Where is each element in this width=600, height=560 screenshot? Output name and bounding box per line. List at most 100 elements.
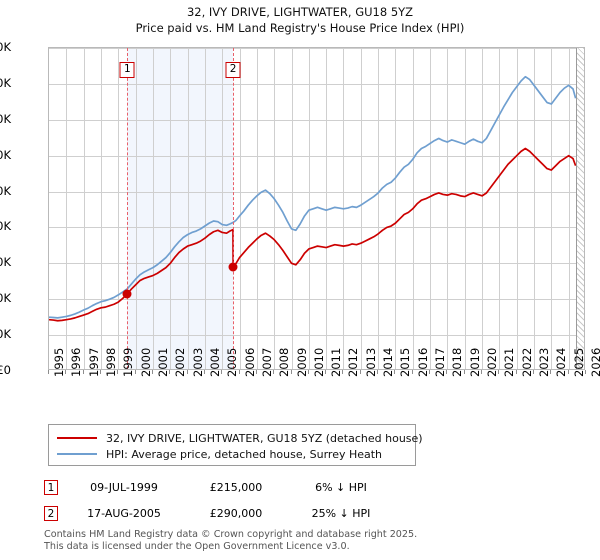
- x-axis-tick: [82, 370, 84, 374]
- footer-line-2: This data is licensed under the Open Gov…: [44, 540, 350, 552]
- legend-item-hpi: HPI: Average price, detached house, Surr…: [57, 446, 407, 462]
- table-row: 2 17-AUG-2005 £290,000 25% ↓ HPI: [44, 500, 464, 526]
- x-axis-tick: [290, 370, 292, 374]
- y-axis-tick-label: £400K: [0, 219, 11, 234]
- transaction-index-badge: 2: [44, 505, 58, 521]
- x-axis-tick-label: 2013: [363, 347, 378, 377]
- gridline-vertical: [308, 48, 310, 369]
- page-title: 32, IVY DRIVE, LIGHTWATER, GU18 5YZ: [186, 5, 414, 19]
- x-axis-tick: [48, 370, 49, 374]
- legend-label-property: 32, IVY DRIVE, LIGHTWATER, GU18 5YZ (det…: [106, 431, 423, 445]
- gridline-vertical: [534, 48, 536, 369]
- sale-event-badge[interactable]: 2: [225, 62, 241, 79]
- transaction-price: £215,000: [209, 480, 263, 494]
- x-axis-tick: [325, 370, 327, 374]
- transactions-table: 1 09-JUL-1999 £215,000 6% ↓ HPI 2 17-AUG…: [44, 474, 464, 526]
- transaction-hpi-delta: 6% ↓ HPI: [315, 480, 367, 494]
- gridline-vertical: [395, 48, 397, 369]
- gridline-vertical: [360, 48, 362, 369]
- chart-legend: 32, IVY DRIVE, LIGHTWATER, GU18 5YZ (det…: [48, 424, 423, 466]
- x-axis-tick: [255, 370, 257, 374]
- gridline-horizontal: [49, 335, 584, 337]
- gridline-vertical: [568, 48, 570, 369]
- gridline-vertical: [326, 48, 328, 369]
- gridline-vertical: [187, 48, 189, 369]
- x-axis-tick: [134, 370, 136, 374]
- x-axis-tick-label: 2003: [190, 347, 205, 377]
- sale-period-band: [127, 48, 234, 369]
- x-axis-tick: [151, 370, 153, 374]
- x-axis-tick-label: 2000: [138, 347, 153, 377]
- x-axis-tick-label: 2016: [415, 347, 430, 377]
- x-axis-tick: [585, 370, 586, 374]
- x-axis-tick-label: 2011: [329, 347, 344, 377]
- x-axis-tick: [169, 370, 171, 374]
- gridline-vertical: [516, 48, 518, 369]
- x-axis-tick: [515, 370, 517, 374]
- y-axis-tick-label: £800K: [0, 75, 11, 90]
- gridline-vertical: [464, 48, 466, 369]
- sale-point-marker[interactable]: [122, 289, 132, 299]
- x-axis-tick-label: 1997: [86, 347, 101, 377]
- gridline-vertical: [222, 48, 224, 369]
- x-axis-tick: [533, 370, 535, 374]
- x-axis-tick: [307, 370, 309, 374]
- x-axis-tick: [446, 370, 448, 374]
- x-axis-tick-label: 2019: [467, 347, 482, 377]
- x-axis-tick: [221, 370, 223, 374]
- x-axis-tick-label: 2009: [294, 347, 309, 377]
- x-axis-tick-label: 2007: [259, 347, 274, 377]
- gridline-vertical: [256, 48, 258, 369]
- x-axis-tick: [238, 370, 240, 374]
- gridline-vertical: [100, 48, 102, 369]
- gridline-vertical: [447, 48, 449, 369]
- transaction-date: 17-AUG-2005: [87, 506, 161, 520]
- gridline-vertical: [378, 48, 380, 369]
- x-axis-tick: [411, 370, 413, 374]
- chart-title-block: 32, IVY DRIVE, LIGHTWATER, GU18 5YZ Pric…: [0, 4, 600, 36]
- transaction-hpi-delta: 25% ↓ HPI: [311, 506, 371, 520]
- x-axis-tick-label: 2024: [554, 347, 569, 377]
- x-axis-tick: [498, 370, 500, 374]
- gridline-horizontal: [49, 119, 584, 121]
- sale-event-line: [233, 48, 235, 369]
- transaction-index-badge: 1: [44, 479, 58, 495]
- x-axis-tick: [359, 370, 361, 374]
- series-line: [49, 147, 577, 322]
- x-axis-tick: [99, 370, 101, 374]
- gridline-horizontal: [49, 191, 584, 193]
- x-axis-tick: [117, 370, 119, 374]
- x-axis-tick-label: 2001: [155, 347, 170, 377]
- sale-event-badge[interactable]: 1: [119, 62, 135, 79]
- x-axis-tick: [567, 370, 569, 374]
- x-axis-tick: [342, 370, 344, 374]
- gridline-vertical: [291, 48, 293, 369]
- gridline-vertical: [274, 48, 276, 369]
- series-lines: [49, 75, 577, 322]
- gridline-horizontal: [49, 227, 584, 229]
- sale-point-marker[interactable]: [228, 262, 238, 272]
- gridline-vertical: [118, 48, 120, 369]
- x-axis-tick-label: 2005: [225, 347, 240, 377]
- x-axis-tick-label: 1998: [103, 347, 118, 377]
- x-axis-tick: [394, 370, 396, 374]
- gridline-vertical: [239, 48, 241, 369]
- gridline-vertical: [152, 48, 154, 369]
- x-axis-tick-label: 2023: [537, 347, 552, 377]
- gridline-vertical: [204, 48, 206, 369]
- y-axis-tick-label: £900K: [0, 40, 11, 54]
- copyright-footer: Contains HM Land Registry data © Crown c…: [44, 529, 584, 552]
- x-axis-tick-label: 2021: [502, 347, 517, 377]
- legend-item-property: 32, IVY DRIVE, LIGHTWATER, GU18 5YZ (det…: [57, 430, 423, 446]
- x-axis-tick-label: 2018: [450, 347, 465, 377]
- sale-event-line: [127, 48, 129, 369]
- x-axis-tick: [65, 370, 67, 374]
- x-axis-tick: [463, 370, 465, 374]
- x-axis-tick-label: 2008: [277, 347, 292, 377]
- x-axis-tick-label: 2012: [346, 347, 361, 377]
- x-axis-tick-label: 2015: [398, 347, 413, 377]
- gridline-vertical: [482, 48, 484, 369]
- gridline-horizontal: [49, 299, 584, 301]
